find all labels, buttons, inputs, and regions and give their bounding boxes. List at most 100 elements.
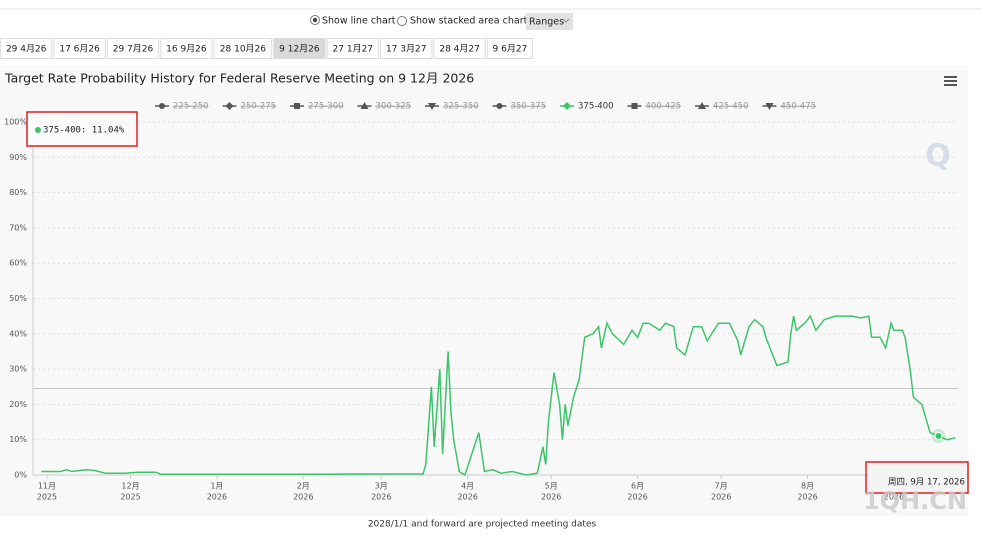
x-tick-label: 2026 — [371, 493, 391, 502]
tab-label: 17 3月27 — [386, 44, 427, 55]
tab-label: 28 4月27 — [439, 44, 480, 55]
date-tooltip — [865, 461, 969, 494]
x-tick-label: 2025 — [37, 493, 57, 502]
x-tick-label: 4月 — [461, 482, 474, 491]
legend-label: 400-425 — [646, 102, 682, 112]
x-tick-label: 2025 — [120, 493, 140, 502]
ranges-button[interactable] — [526, 13, 573, 30]
chart-title: Target Rate Probability History for Fede… — [4, 71, 474, 86]
x-tick-label: 6月 — [631, 482, 644, 491]
tab[interactable] — [213, 38, 273, 59]
tab-label: 17 6月26 — [59, 44, 100, 55]
legend-item[interactable]: 375-400 — [560, 102, 614, 112]
legend-label: 325-350 — [443, 102, 479, 112]
legend-marker — [294, 103, 300, 109]
x-tick-label: 8月 — [801, 482, 814, 491]
tooltip-label: 375-400: 11.04% — [43, 126, 125, 136]
hover-point — [934, 432, 943, 441]
legend-marker — [698, 102, 706, 109]
legend-label: 425-450 — [713, 102, 749, 112]
legend-marker — [428, 103, 436, 110]
y-tick-label: 70% — [9, 223, 27, 232]
tab-label: 29 7月26 — [113, 44, 154, 55]
tooltip — [26, 111, 138, 147]
x-tick-label: 2026 — [207, 493, 227, 502]
date-tooltip-label: 周四, 9月 17, 2026 — [888, 478, 965, 488]
legend-item[interactable]: 275-300 — [290, 102, 344, 112]
tab[interactable] — [326, 38, 380, 59]
legend-label: 300-325 — [376, 102, 412, 112]
x-tick-label: 12月 — [121, 482, 139, 491]
legend-label: 250-275 — [241, 102, 277, 112]
y-tick-label: 20% — [9, 400, 27, 409]
tab-label: 16 9月26 — [166, 44, 207, 55]
tab-bar: 29 4月26 17 6月26 29 7月26 16 9月26 28 10月26 9 12… — [0, 38, 533, 59]
radio-label: Show stacked area chart — [410, 16, 528, 27]
x-tick-label: 2026 — [293, 493, 313, 502]
menu-icon[interactable] — [944, 76, 957, 86]
legend-item[interactable]: 350-375 — [492, 102, 547, 112]
x-tick-label: 1月 — [210, 482, 223, 491]
watermark: 1QH.CN — [863, 487, 967, 515]
tooltip-dot — [35, 127, 41, 133]
legend-item[interactable]: 400-425 — [627, 102, 682, 112]
legend: 225-250 250-275 275-300 300-325 325-350 350-3… — [155, 102, 816, 112]
legend-label: 450-475 — [781, 102, 817, 112]
tab[interactable] — [486, 38, 533, 59]
tab[interactable] — [273, 38, 326, 59]
plot: 0% 10% 20% 30% 40% 50% 60% 70% 80% 90% 100% 11月 2025… — [4, 102, 969, 502]
tab[interactable] — [160, 38, 213, 59]
y-tick-label: 40% — [9, 329, 27, 338]
x-tick-label: 2026 — [457, 493, 477, 502]
legend-label: 350-375 — [511, 102, 547, 112]
logo: Q — [925, 139, 951, 174]
x-tick-label: 11月 — [38, 482, 56, 491]
tab[interactable] — [380, 38, 433, 59]
legend-marker — [631, 103, 638, 109]
footer-note: 2028/1/1 and forward are projected meeti… — [368, 520, 597, 530]
legend-item[interactable]: 250-275 — [222, 102, 277, 112]
legend-marker — [159, 103, 165, 109]
y-tick-label: 30% — [9, 365, 27, 374]
menu-bar — [944, 80, 957, 82]
chart-panel — [0, 66, 968, 516]
y-tick-label: 80% — [9, 188, 27, 197]
legend-item[interactable]: 300-325 — [357, 102, 412, 112]
tab[interactable] — [106, 38, 160, 59]
y-tick-label: 50% — [9, 294, 27, 303]
legend-label: 375-400 — [578, 102, 614, 112]
x-tick-label: 2026 — [541, 493, 561, 502]
tab[interactable] — [433, 38, 486, 59]
menu-bar — [944, 84, 957, 86]
tab-label: 9 12月26 — [279, 44, 320, 55]
tab-label: 27 1月27 — [333, 44, 374, 55]
tab-label: 29 4月26 — [6, 44, 47, 55]
radio-stacked[interactable] — [397, 16, 407, 26]
legend-marker — [225, 102, 234, 110]
tab[interactable] — [0, 38, 53, 59]
legend-item[interactable]: 225-250 — [155, 102, 209, 112]
legend-label: 225-250 — [173, 102, 209, 112]
x-tick-label: 2026 — [711, 493, 731, 502]
tab[interactable] — [53, 38, 106, 59]
ranges-label: Ranges — [529, 17, 564, 28]
radio-label: Show line chart — [322, 16, 396, 27]
legend-item[interactable]: 450-475 — [762, 102, 817, 112]
legend-marker — [765, 103, 774, 110]
x-tick-label: 2026 — [797, 493, 817, 502]
tab-label: 9 6月27 — [493, 44, 528, 55]
legend-item[interactable]: 325-350 — [425, 102, 479, 112]
y-tick-label: 0% — [14, 471, 27, 480]
x-tick-label: 2月 — [297, 482, 310, 491]
y-tick-label: 90% — [9, 153, 27, 162]
x-tick-label: 5月 — [545, 482, 558, 491]
y-tick-label: 10% — [9, 435, 27, 444]
legend-marker — [563, 102, 571, 110]
radio-dot — [312, 17, 318, 23]
series-line — [41, 314, 956, 477]
x-tick-label: 7月 — [715, 482, 728, 491]
legend-item[interactable]: 425-450 — [695, 102, 749, 112]
x-tick-label: 3月 — [375, 482, 388, 491]
